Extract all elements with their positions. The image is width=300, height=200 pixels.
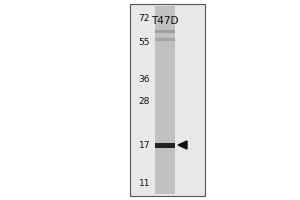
Text: 55: 55 [139,38,150,47]
Bar [130,4,205,196]
Text: 11: 11 [139,179,150,188]
Bar [155,30,175,33]
Text: 28: 28 [139,97,150,106]
Bar [155,143,175,148]
Text: 17: 17 [139,141,150,150]
Bar [155,6,175,194]
Polygon shape [178,141,187,149]
Bar [155,38,175,41]
Text: T47D: T47D [151,16,179,26]
Text: 72: 72 [139,14,150,23]
Text: 36: 36 [139,75,150,84]
